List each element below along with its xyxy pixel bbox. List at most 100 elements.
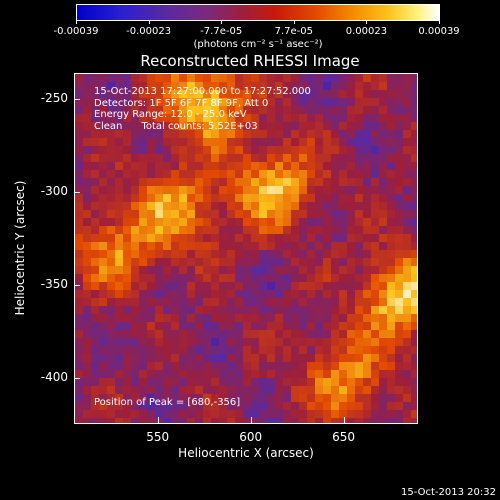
heatmap-cell xyxy=(155,130,163,138)
heatmap-cell xyxy=(299,258,307,266)
heatmap-cell xyxy=(235,386,243,394)
heatmap-cell xyxy=(395,322,403,330)
heatmap-cell xyxy=(211,410,219,418)
heatmap-cell xyxy=(291,362,299,370)
heatmap-cell xyxy=(355,242,363,250)
heatmap-cell xyxy=(403,74,411,82)
heatmap-cell xyxy=(83,194,91,202)
heatmap-cell xyxy=(363,114,371,122)
heatmap-cell xyxy=(163,234,171,242)
heatmap-cell xyxy=(331,274,339,282)
heatmap-cell xyxy=(267,146,275,154)
heatmap-cell xyxy=(315,226,323,234)
heatmap-cell xyxy=(403,178,411,186)
heatmap-cell xyxy=(299,210,307,218)
heatmap-cell xyxy=(75,186,83,194)
heatmap-cell xyxy=(219,242,227,250)
heatmap-cell xyxy=(315,178,323,186)
heatmap-cell xyxy=(123,130,131,138)
heatmap-cell xyxy=(355,146,363,154)
heatmap-cell xyxy=(363,186,371,194)
heatmap-cell xyxy=(363,346,371,354)
y-tick-label: -400 xyxy=(40,369,68,384)
heatmap-cell xyxy=(411,354,417,362)
heatmap-cell xyxy=(403,354,411,362)
heatmap-cell xyxy=(195,82,203,90)
heatmap-cell xyxy=(227,186,235,194)
heatmap-cell xyxy=(283,82,291,90)
heatmap-cell xyxy=(219,234,227,242)
heatmap-cell xyxy=(99,354,107,362)
heatmap-cell xyxy=(251,306,259,314)
heatmap-cell xyxy=(203,122,211,130)
heatmap-cell xyxy=(403,306,411,314)
heatmap-cell xyxy=(387,290,395,298)
heatmap-cell xyxy=(307,394,315,402)
heatmap-cell xyxy=(379,410,387,418)
heatmap-cell xyxy=(123,346,131,354)
heatmap-cell xyxy=(347,418,355,423)
heatmap-cell xyxy=(171,170,179,178)
heatmap-cell xyxy=(115,338,123,346)
heatmap-cell xyxy=(411,202,417,210)
heatmap-cell xyxy=(203,162,211,170)
heatmap-cell xyxy=(163,290,171,298)
heatmap-cell xyxy=(139,330,147,338)
heatmap-cell xyxy=(275,138,283,146)
heatmap-cell xyxy=(403,370,411,378)
heatmap-cell xyxy=(187,74,195,82)
heatmap-cell xyxy=(211,258,219,266)
heatmap-cell xyxy=(395,258,403,266)
heatmap-cell xyxy=(131,394,139,402)
heatmap-cell xyxy=(203,362,211,370)
heatmap-cell xyxy=(195,274,203,282)
heatmap-cell xyxy=(107,250,115,258)
heatmap-cell xyxy=(395,138,403,146)
heatmap-cell xyxy=(211,130,219,138)
heatmap-cell xyxy=(235,322,243,330)
heatmap-cell xyxy=(131,122,139,130)
heatmap-cell xyxy=(179,218,187,226)
heatmap-cell xyxy=(251,282,259,290)
heatmap-cell xyxy=(139,274,147,282)
heatmap-cell xyxy=(179,170,187,178)
heatmap-cell xyxy=(107,138,115,146)
heatmap-cell xyxy=(171,394,179,402)
heatmap-cell xyxy=(131,170,139,178)
heatmap-cell xyxy=(363,250,371,258)
heatmap-cell xyxy=(107,362,115,370)
heatmap-cell xyxy=(187,106,195,114)
heatmap-cell xyxy=(83,114,91,122)
heatmap-cell xyxy=(251,170,259,178)
heatmap-cell xyxy=(315,386,323,394)
heatmap-cell xyxy=(75,210,83,218)
heatmap-cell xyxy=(131,266,139,274)
heatmap-cell xyxy=(83,82,91,90)
heatmap-cell xyxy=(203,298,211,306)
heatmap-cell xyxy=(235,354,243,362)
heatmap-cell xyxy=(139,194,147,202)
heatmap-cell xyxy=(91,106,99,114)
heatmap-cell xyxy=(195,290,203,298)
heatmap-cell xyxy=(131,322,139,330)
heatmap-cell xyxy=(203,210,211,218)
heatmap-cell xyxy=(187,258,195,266)
heatmap-cell xyxy=(171,378,179,386)
heatmap-cell xyxy=(411,322,417,330)
heatmap-cell xyxy=(339,226,347,234)
heatmap-cell xyxy=(107,386,115,394)
heatmap-cell xyxy=(323,258,331,266)
heatmap-cell xyxy=(395,418,403,423)
heatmap-cell xyxy=(339,314,347,322)
heatmap-cell xyxy=(251,114,259,122)
heatmap-cell xyxy=(131,178,139,186)
heatmap-cell xyxy=(347,314,355,322)
heatmap-cell xyxy=(363,354,371,362)
heatmap-cell xyxy=(219,274,227,282)
heatmap-cell xyxy=(227,330,235,338)
heatmap-cell xyxy=(323,130,331,138)
heatmap-cell xyxy=(283,114,291,122)
chart-title: Reconstructed RHESSI Image xyxy=(140,52,360,70)
heatmap-cell xyxy=(275,178,283,186)
heatmap-cell xyxy=(299,98,307,106)
